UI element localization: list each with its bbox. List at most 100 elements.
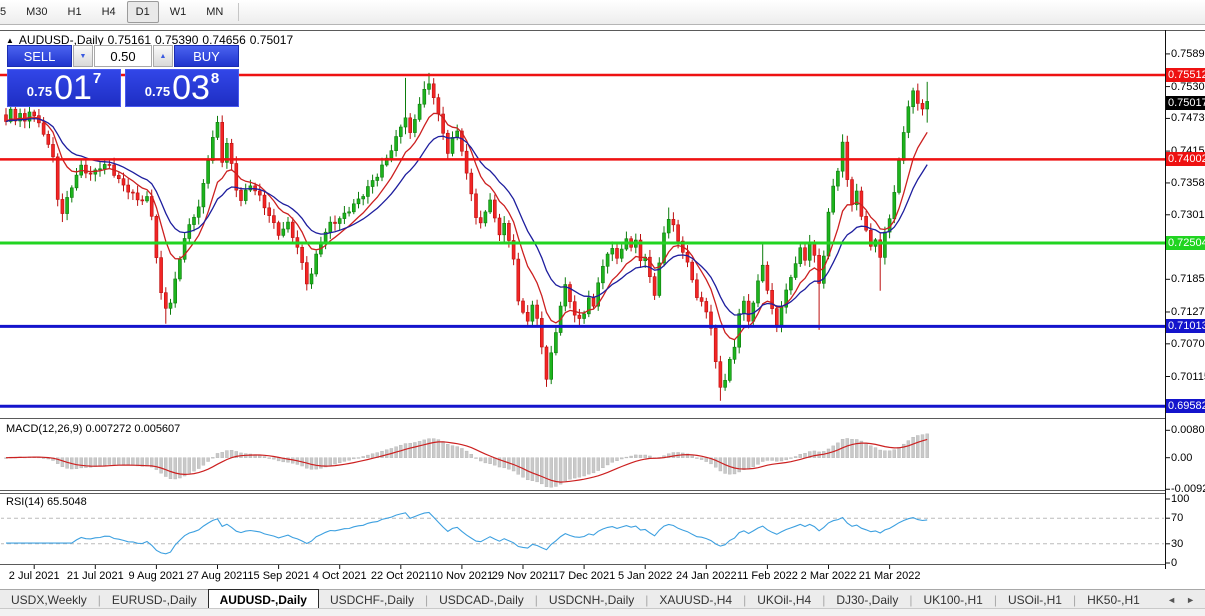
collapse-triangle-icon[interactable]: ▲ — [6, 36, 14, 45]
date-tick-label: 2 Mar 2022 — [800, 570, 857, 582]
sell-price-prefix: 0.75 — [26, 84, 53, 99]
price-badge: 0.72504 — [1166, 236, 1205, 251]
volume-decrease-button[interactable]: ▼ — [73, 45, 93, 67]
tab-separator: | — [743, 592, 747, 607]
tab-separator: | — [97, 592, 101, 607]
rsi-tick-label: 70 — [1171, 512, 1184, 525]
timeframe-button-m30[interactable]: M30 — [26, 6, 48, 18]
chart-tab-usdx-weekly[interactable]: USDX,Weekly — [11, 592, 87, 607]
main-price-pane — [4, 72, 930, 401]
price-badge: 0.75512 — [1166, 68, 1205, 83]
chart-tab-bar: USDX,Weekly | EURUSD-,Daily AUDUSD-,Daily US… — [0, 589, 1205, 609]
sell-price-point: 7 — [92, 70, 102, 87]
sell-button[interactable]: SELL — [7, 45, 72, 67]
buy-price-pips: 03 — [172, 69, 210, 107]
price-tick-label: 0.70115 — [1171, 370, 1205, 383]
tab-separator: | — [909, 592, 913, 607]
chart-tab-usdcnh-daily[interactable]: USDCNH-,Daily — [548, 592, 635, 607]
buy-price-prefix: 0.75 — [144, 84, 171, 99]
date-tick-label: 11 Feb 2022 — [736, 570, 798, 582]
chart-tab-ukoil-h4[interactable]: UKOil-,H4 — [757, 592, 812, 607]
bar-open-value: 0.75161 — [107, 33, 151, 47]
chart-header: ▲ AUDUSD-,Daily 0.75161 0.75390 0.74656 0.750… — [6, 33, 297, 47]
macd-label: MACD(12,26,9) 0.007272 0.005607 — [6, 423, 181, 435]
timeframe-button-5[interactable]: 5 — [0, 6, 7, 18]
sell-price-quote[interactable]: 0.75 01 7 — [7, 69, 121, 107]
tab-scroll-arrows: ◄ ► — [1157, 590, 1205, 609]
chart-tab-xauusd-h4[interactable]: XAUUSD-,H4 — [659, 592, 733, 607]
tab-separator: | — [822, 592, 826, 607]
timeframe-button-mn[interactable]: MN — [206, 6, 224, 18]
macd-tick-label: -0.00928 — [1171, 483, 1205, 496]
timeframe-button-h4[interactable]: H4 — [101, 6, 116, 18]
date-tick-label: 4 Oct 2021 — [312, 570, 367, 582]
date-tick-label: 15 Sep 2021 — [247, 570, 310, 582]
timeframe-button-h1[interactable]: H1 — [67, 6, 82, 18]
chart-tab-dj30-daily[interactable]: DJ30-,Daily — [836, 592, 899, 607]
buy-price-point: 8 — [210, 70, 220, 87]
buy-button[interactable]: BUY — [174, 45, 239, 67]
price-tick-label: 0.71855 — [1171, 273, 1205, 286]
rsi-tick-label: 30 — [1171, 537, 1184, 550]
bar-high-value: 0.75390 — [155, 33, 199, 47]
macd-tick-label: 0.008061 — [1171, 424, 1205, 437]
chart-tab-usdchf-daily[interactable]: USDCHF-,Daily — [329, 592, 414, 607]
sell-price-pips: 01 — [54, 69, 92, 107]
toolbar-separator — [238, 3, 240, 21]
bar-low-value: 0.74656 — [202, 33, 246, 47]
date-tick-label: 24 Jan 2022 — [676, 570, 737, 582]
date-tick-label: 27 Aug 2021 — [186, 570, 249, 582]
macd-pane — [4, 433, 929, 488]
price-badge: 0.75017 — [1166, 95, 1205, 110]
volume-increase-button[interactable]: ▲ — [153, 45, 173, 67]
date-tick-label: 9 Aug 2021 — [128, 570, 185, 582]
date-tick-label: 29 Nov 2021 — [491, 570, 555, 582]
date-tick-label: 10 Nov 2021 — [430, 570, 494, 582]
chart-tab-uk100-h1[interactable]: UK100-,H1 — [923, 592, 983, 607]
date-tick-label: 5 Jan 2022 — [617, 570, 673, 582]
date-tick-label: 17 Dec 2021 — [552, 570, 616, 582]
timeframe-button-d1[interactable]: D1 — [126, 1, 159, 23]
tab-separator: | — [534, 592, 538, 607]
date-tick-label: 21 Jul 2021 — [66, 570, 124, 582]
tab-separator: | — [645, 592, 649, 607]
rsi-tick-label: 0 — [1171, 557, 1178, 569]
price-badge: 0.69582 — [1166, 399, 1205, 414]
price-badge: 0.71013 — [1166, 319, 1205, 334]
date-tick-label: 21 Mar 2022 — [858, 570, 921, 582]
chart-tab-usdcad-daily[interactable]: USDCAD-,Daily — [439, 592, 524, 607]
chart-tab-usoil-h1[interactable]: USOil-,H1 — [1007, 592, 1062, 607]
bar-close-value: 0.75017 — [249, 33, 294, 47]
one-click-trading-panel: SELL ▼ 0.50 ▲ BUY 0.75 01 7 0.75 03 8 — [7, 45, 239, 107]
tab-separator: | — [993, 592, 997, 607]
date-tick-label: 2 Jul 2021 — [8, 570, 60, 582]
chart-tab-audusd-daily[interactable]: AUDUSD-,Daily — [207, 589, 319, 609]
bottom-scroll-strip — [0, 608, 1205, 616]
price-badge: 0.74002 — [1166, 152, 1205, 167]
date-tick-label: 22 Oct 2021 — [370, 570, 431, 582]
price-tick-label: 0.74735 — [1171, 112, 1205, 125]
tab-separator: | — [1072, 592, 1077, 607]
rsi-pane — [1, 511, 1164, 555]
timeframe-button-w1[interactable]: W1 — [169, 6, 187, 18]
chart-symbol-label: AUDUSD-,Daily — [18, 33, 104, 47]
tab-scroll-left-icon[interactable]: ◄ — [1167, 594, 1177, 605]
rsi-tick-label: 100 — [1171, 493, 1190, 505]
tab-separator: | — [424, 592, 429, 607]
price-tick-label: 0.75305 — [1171, 80, 1205, 93]
chart-tab-hk50-h1[interactable]: HK50-,H1 — [1087, 592, 1140, 607]
buy-price-quote[interactable]: 0.75 03 8 — [125, 69, 239, 107]
timeframe-toolbar: 5 M30 H1 H4 D1 W1 MN — [0, 0, 1205, 25]
chart-tab-eurusd-daily[interactable]: EURUSD-,Daily — [111, 592, 197, 607]
volume-input[interactable]: 0.50 — [94, 45, 152, 67]
macd-tick-label: 0.00 — [1171, 451, 1193, 464]
tab-scroll-right-icon[interactable]: ► — [1186, 594, 1195, 605]
rsi-label: RSI(14) 65.5048 — [6, 496, 87, 508]
